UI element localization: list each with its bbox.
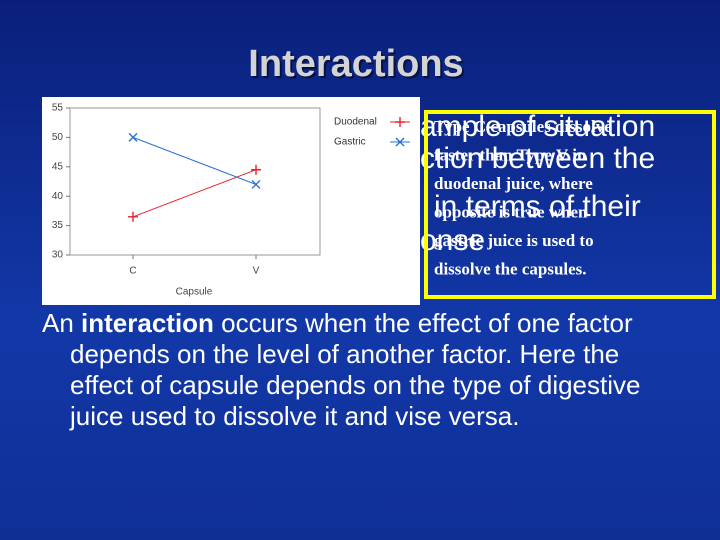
body-text: An interaction occurs when the effect of… <box>42 308 682 432</box>
body-term: interaction <box>81 308 214 338</box>
y-tick-label: 55 <box>52 103 64 114</box>
callout-line: gastric juice is used to <box>434 231 594 250</box>
marker <box>251 164 261 175</box>
legend-label: Gastric <box>334 137 366 148</box>
title: Interactions <box>248 43 463 85</box>
callout-line: faster than Type V in <box>434 145 587 164</box>
background-text: onse <box>420 224 485 257</box>
body-rest: occurs when the effect of one factor dep… <box>70 308 641 431</box>
background-text: ample of situation <box>420 110 655 143</box>
y-tick-label: 45 <box>52 161 64 172</box>
plot-frame <box>69 107 321 256</box>
background-text: ction between the <box>420 142 655 175</box>
title-shadow: Interactions <box>250 45 465 87</box>
x-tick-label: C <box>129 266 136 277</box>
x-tick-label: V <box>253 266 260 277</box>
callout-line: duodenal juice, where <box>434 174 593 193</box>
callout-line: dissolve the capsules. <box>434 259 587 278</box>
y-tick-label: 50 <box>52 132 64 143</box>
marker <box>128 211 138 222</box>
chart-image <box>42 97 420 305</box>
callout-line: opposite is true when <box>434 202 588 221</box>
series-line <box>132 169 257 218</box>
callout-box <box>424 110 716 299</box>
y-tick-label: 30 <box>52 250 64 261</box>
y-tick-label: 40 <box>52 191 64 202</box>
y-tick-label: 35 <box>52 220 64 231</box>
series-line <box>132 136 257 185</box>
body-lead: An <box>42 308 82 338</box>
marker <box>128 132 138 142</box>
legend-label: Duodenal <box>334 117 377 128</box>
x-axis-label: Capsule <box>176 287 213 298</box>
callout-line: Type C capsules dissolve <box>434 117 612 136</box>
background-text: in terms of their <box>434 190 641 223</box>
marker <box>251 179 261 189</box>
